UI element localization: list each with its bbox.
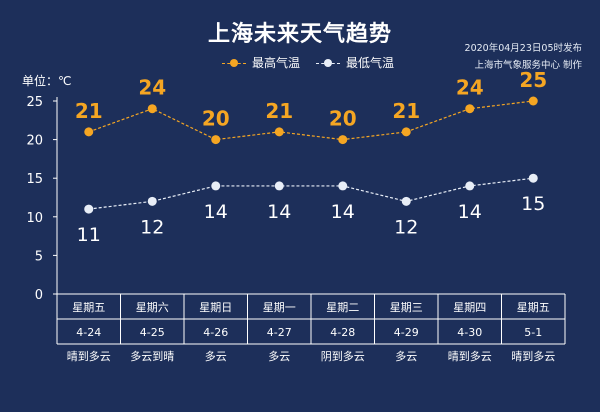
- low-temp-point: [528, 173, 538, 183]
- high-temp-label: 21: [392, 99, 420, 123]
- legend-item-low: 最低气温: [316, 54, 394, 71]
- x-date-label: 4-26: [203, 326, 228, 339]
- high-temp-point: [274, 127, 284, 137]
- high-temp-label: 25: [519, 68, 547, 92]
- weather-condition-label: 多云: [268, 349, 290, 363]
- low-temp-label: 11: [77, 224, 101, 246]
- low-temp-label: 14: [331, 201, 355, 223]
- x-date-label: 5-1: [524, 326, 542, 339]
- low-temp-point: [338, 181, 348, 191]
- weather-condition-label: 晴到多云: [511, 349, 555, 363]
- x-date-label: 4-27: [267, 326, 292, 339]
- y-tick-label: 25: [26, 95, 43, 110]
- low-temp-label: 15: [521, 193, 545, 215]
- legend-high-label: 最高气温: [252, 56, 301, 70]
- high-temp-point: [338, 135, 348, 145]
- high-temp-point: [211, 135, 221, 145]
- y-tick-label: 5: [35, 249, 43, 264]
- low-temp-label: 12: [394, 216, 418, 238]
- legend-low-line-icon: [316, 59, 340, 67]
- x-date-label: 4-28: [330, 326, 355, 339]
- x-date-label: 4-30: [457, 326, 482, 339]
- x-weekday-label: 星期五: [72, 301, 105, 314]
- high-temp-label: 20: [329, 107, 357, 131]
- high-temp-line: [88, 100, 534, 141]
- legend-low-label: 最低气温: [346, 56, 395, 70]
- low-temp-point: [147, 196, 157, 206]
- weather-condition-label: 多云: [205, 349, 227, 363]
- weather-condition-label: 晴到多云: [448, 349, 492, 363]
- weather-condition-label: 多云到晴: [130, 349, 174, 363]
- publish-time: 2020年04月23日05时发布: [464, 43, 582, 54]
- publisher: 上海市气象服务中心 制作: [474, 60, 582, 71]
- high-temp-label: 24: [456, 76, 484, 100]
- x-weekday-label: 星期一: [263, 301, 296, 314]
- x-weekday-label: 星期四: [453, 301, 486, 314]
- legend: 最高气温 最低气温: [0, 54, 600, 70]
- x-date-label: 4-25: [140, 326, 165, 339]
- high-temp-label: 21: [265, 99, 293, 123]
- high-temp-label: 20: [202, 107, 230, 131]
- chart-title: 上海未来天气趋势: [207, 22, 392, 47]
- y-tick-label: 20: [26, 134, 43, 149]
- weather-condition-label: 晴到多云: [67, 349, 111, 363]
- x-weekday-label: 星期六: [136, 301, 169, 314]
- x-weekday-label: 星期三: [390, 301, 423, 314]
- low-temp-label: 14: [458, 201, 482, 223]
- low-temp-label: 12: [140, 216, 164, 238]
- high-temp-label: 24: [138, 76, 166, 100]
- x-date-label: 4-24: [76, 326, 101, 339]
- high-temp-point: [84, 127, 94, 137]
- low-temp-point: [401, 196, 411, 206]
- high-temp-point: [465, 104, 475, 114]
- high-temp-point: [528, 96, 538, 106]
- weather-condition-label: 阴到多云: [321, 349, 365, 363]
- y-tick-label: 15: [26, 172, 43, 187]
- x-weekday-label: 星期日: [199, 301, 232, 314]
- legend-high-line-icon: [222, 59, 246, 67]
- x-weekday-label: 星期五: [517, 301, 550, 314]
- high-temp-point: [401, 127, 411, 137]
- low-temp-point: [465, 181, 475, 191]
- low-temp-point: [274, 181, 284, 191]
- high-temp-label: 21: [75, 99, 103, 123]
- unit-label: 单位：℃: [22, 74, 72, 88]
- low-temp-label: 14: [267, 201, 291, 223]
- low-temp-point: [211, 181, 221, 191]
- y-tick-label: 0: [35, 288, 43, 303]
- y-tick-label: 10: [26, 211, 43, 226]
- high-temp-point: [147, 104, 157, 114]
- x-date-label: 4-29: [394, 326, 419, 339]
- legend-item-high: 最高气温: [222, 54, 300, 71]
- low-temp-point: [84, 204, 94, 214]
- low-temp-label: 14: [204, 201, 228, 223]
- publish-info: 2020年04月23日05时发布 上海市气象服务中心 制作: [465, 40, 582, 74]
- weather-condition-label: 多云: [395, 349, 417, 363]
- x-weekday-label: 星期二: [326, 301, 359, 314]
- low-temp-line: [88, 177, 534, 210]
